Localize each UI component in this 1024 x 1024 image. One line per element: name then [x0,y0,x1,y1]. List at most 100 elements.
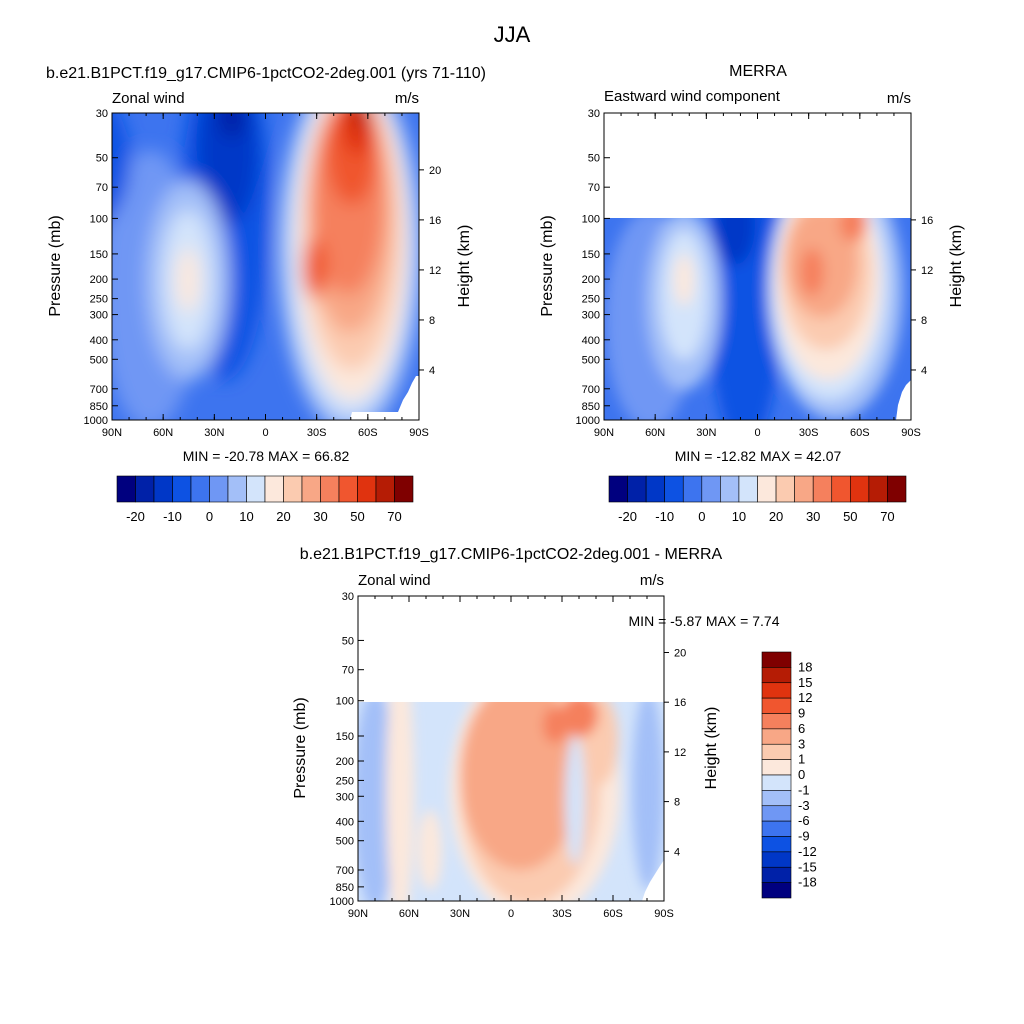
panel-model: b.e21.B1PCT.f19_g17.CMIP6-1pctCO2-2deg.0… [46,65,486,420]
axes-overlay: 90N 60N 30N 0 30S 60S 90S305070100150200250300… [84,108,934,920]
y-tick-label: 30 [588,108,600,120]
colorbar-label: 30 [313,509,327,524]
colorbar-label: 0 [798,767,805,782]
height-tick-label: 16 [429,215,441,227]
colorbar-swatch [116,475,136,503]
chart-axes: 90N 60N 30N 0 30S 60S 90S305070100150200250300… [330,591,817,920]
panel-left-label: Eastward wind component [604,88,781,105]
colorbar-label: 50 [350,509,364,524]
colorbar-swatch [761,882,792,899]
min-max-stats: MIN = -20.78 MAX = 66.82 [183,448,350,464]
x-tick-label: 90S [654,908,674,920]
panel-difference: b.e21.B1PCT.f19_g17.CMIP6-1pctCO2-2deg.0… [292,546,723,901]
y-tick-label: 30 [342,591,354,603]
colorbar-swatch [812,475,833,503]
colorbar-label: 10 [239,509,253,524]
y-tick-label: 300 [90,310,108,322]
colorbar-swatch [608,475,628,503]
y-tick-label: 850 [90,401,108,413]
y-tick-label: 150 [90,249,108,261]
colorbar-swatch [209,475,229,503]
y-tick-label: 850 [336,882,354,894]
height-tick-label: 12 [429,265,441,277]
colorbar-swatch [153,475,173,503]
colorbar-label: 0 [206,509,213,524]
y-tick-label: 50 [96,153,108,165]
colorbar-label: -3 [798,798,810,813]
y-tick-label: 150 [582,249,600,261]
x-tick-label: 60N [645,427,665,439]
y-tick-label: 200 [336,756,354,768]
y-tick-label: 1000 [84,415,108,427]
colorbar-label: 9 [798,706,805,721]
x-tick-label: 30N [204,427,224,439]
x-tick-label: 60S [850,427,870,439]
colorbar-swatch [887,475,907,503]
height-tick-label: 4 [674,846,680,858]
x-tick-label: 90N [594,427,614,439]
x-tick-label: 90S [901,427,921,439]
colorbar-label: 20 [276,509,290,524]
y-tick-label: 100 [582,213,600,225]
y-tick-label: 70 [588,182,600,194]
height-tick-label: 8 [921,315,927,327]
colorbar-swatch [627,475,647,503]
figure-title: JJA [494,22,531,47]
y-tick-label: 700 [336,865,354,877]
y-tick-label: 700 [582,384,600,396]
y-tick-label: 50 [588,153,600,165]
y-tick-label: 150 [336,731,354,743]
colorbar: -20 -10 0 10 20 30 50 70 [608,475,907,524]
colorbar-swatch [720,475,740,503]
panel-title: b.e21.B1PCT.f19_g17.CMIP6-1pctCO2-2deg.0… [46,65,486,82]
y-tick-label: 700 [90,384,108,396]
y-tick-label: 500 [90,354,108,366]
x-tick-label: 90N [102,427,122,439]
height-tick-label: 8 [674,797,680,809]
panel-units: m/s [887,90,911,107]
y-tick-label: 250 [336,775,354,787]
y-tick-label: 1000 [576,415,600,427]
colorbar-label: -12 [798,844,817,859]
colorbar-swatch [761,667,792,684]
colorbar-swatch [761,651,792,668]
colorbar-swatch [868,475,888,503]
colorbar-label: -9 [798,829,810,844]
panel-left-label: Zonal wind [112,90,185,107]
y-axis-label: Pressure (mb) [47,215,64,316]
x-tick-label: 90S [409,427,429,439]
x-tick-label: 60S [603,908,623,920]
colorbar-swatch [394,475,414,503]
colorbar-swatch [227,475,247,503]
colorbar-swatch [761,820,792,837]
x-tick-label: 30S [307,427,327,439]
y-tick-label: 100 [90,213,108,225]
chart-axes: 90N 60N 30N 0 30S 60S 90S305070100150200250300… [576,108,934,524]
y-tick-label: 100 [336,696,354,708]
x-tick-label: 0 [262,427,268,439]
x-tick-label: 30S [799,427,819,439]
colorbar-label: -10 [655,509,674,524]
right-axis-label: Height (km) [456,225,473,308]
colorbar-swatch [246,475,266,503]
y-tick-label: 400 [90,335,108,347]
colorbar-swatch [831,475,851,503]
colorbar-label: 12 [798,690,812,705]
colorbar-swatch [338,475,358,503]
colorbar-swatch [761,728,792,745]
y-tick-label: 400 [582,335,600,347]
colorbar-swatch [794,475,814,503]
y-axis-label: Pressure (mb) [539,215,556,316]
colorbar-label: -10 [163,509,182,524]
y-tick-label: 250 [582,294,600,306]
colorbar-swatch [761,866,792,883]
colorbar-swatch [738,475,758,503]
colorbar-swatch [320,475,340,503]
right-axis-label: Height (km) [948,225,965,308]
y-tick-label: 300 [582,310,600,322]
colorbar-label: -15 [798,859,817,874]
x-tick-label: 0 [508,908,514,920]
colorbar-label: 70 [880,509,894,524]
